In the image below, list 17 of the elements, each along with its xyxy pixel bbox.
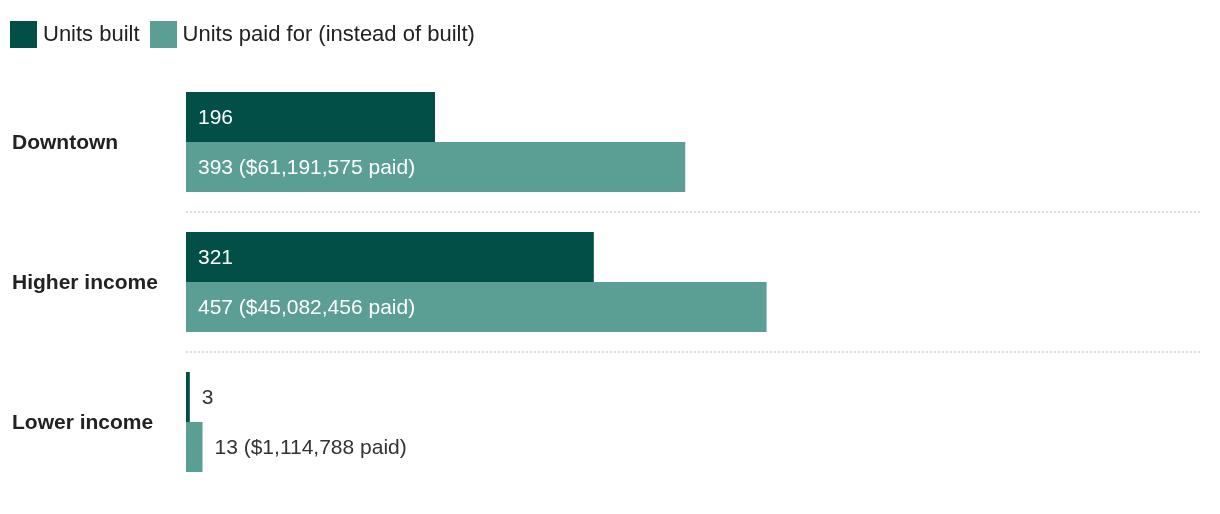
data-label: 196 (198, 105, 234, 129)
data-label: 3 (201, 385, 214, 409)
bar (186, 372, 190, 422)
legend-label: Units paid for (instead of built) (182, 21, 475, 47)
y-tick-label: Downtown (12, 130, 119, 154)
bar (186, 282, 767, 332)
bar (186, 422, 203, 472)
data-label: 321 (198, 245, 234, 269)
bar (186, 92, 435, 142)
data-label: 393 ($61,191,575 paid) (198, 155, 416, 179)
data-label: 457 ($45,082,456 paid) (198, 295, 416, 319)
data-label: 13 ($1,114,788 paid) (214, 435, 407, 459)
bar (186, 232, 594, 282)
y-tick-label: Lower income (12, 410, 154, 434)
legend-label: Units built (43, 21, 140, 47)
bar (186, 142, 686, 192)
y-tick-label: Higher income (12, 270, 158, 294)
